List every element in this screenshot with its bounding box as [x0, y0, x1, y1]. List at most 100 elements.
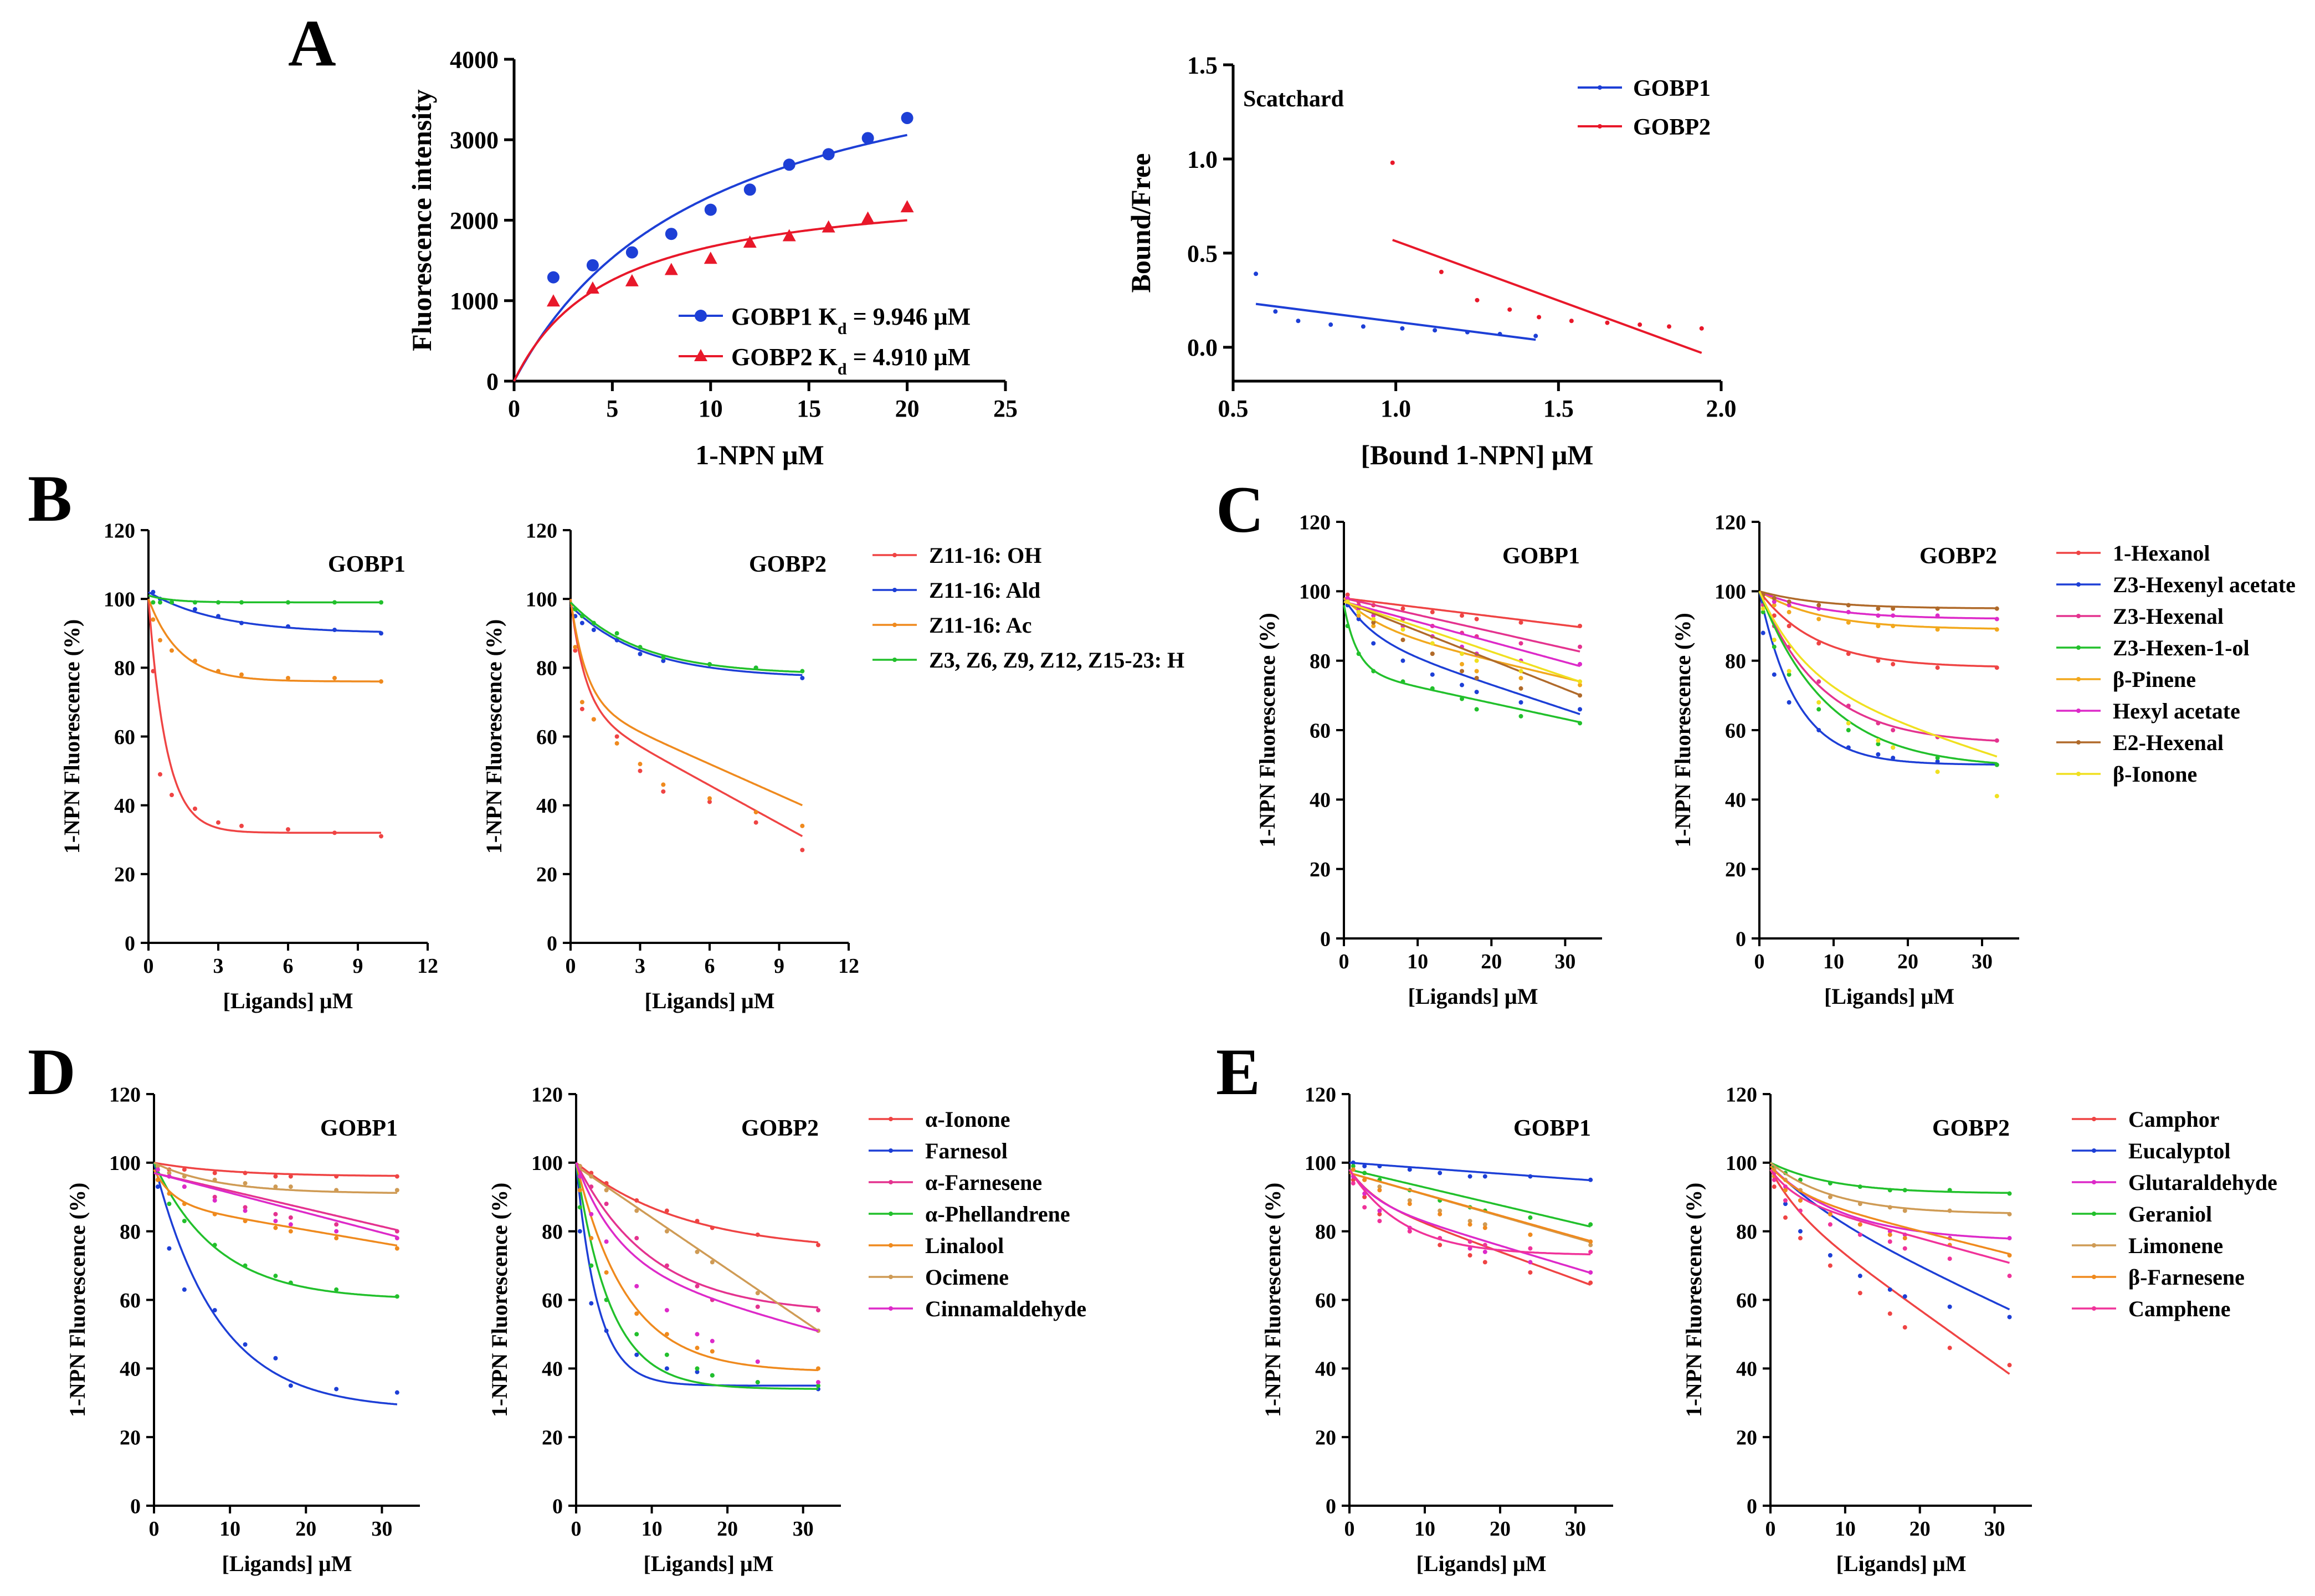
x-tick-label: 9: [353, 954, 363, 978]
legend-label-value: = 4.910 μM: [847, 343, 971, 371]
data-point: [1902, 1246, 1907, 1251]
data-point: [1430, 641, 1435, 646]
data-point: [707, 796, 712, 801]
data-point: [1482, 1260, 1487, 1265]
y-tick-label: 0: [1326, 1495, 1336, 1518]
data-point: [1482, 1249, 1487, 1254]
y-tick-label: 3000: [450, 127, 499, 154]
data-point: [1891, 624, 1896, 628]
data-point: [1377, 1212, 1382, 1217]
y-tick-label: 100: [1726, 1152, 1757, 1175]
series-4: [153, 1169, 399, 1251]
series-5: [1769, 1165, 2012, 1258]
legend-label: Camphor: [2128, 1107, 2219, 1132]
data-point: [816, 1383, 821, 1388]
x-axis-label: [Ligands] μM: [223, 988, 353, 1013]
legend-marker: [2092, 1243, 2096, 1248]
legend-entry: Glutaraldehyde: [2072, 1170, 2277, 1195]
data-point: [1482, 1225, 1487, 1230]
series-gobp2: GOBP2: [1390, 115, 1711, 354]
data-point: [1772, 599, 1777, 604]
data-point: [1947, 1208, 1952, 1213]
data-point: [1518, 676, 1523, 680]
data-point: [288, 1174, 293, 1179]
y-axis-label: 1-NPN Fluorescence (%): [1255, 613, 1280, 848]
data-point: [695, 1332, 700, 1337]
data-point: [1935, 769, 1940, 774]
data-point: [2007, 1212, 2012, 1217]
data-point: [1857, 1184, 1862, 1189]
data-point: [1772, 1177, 1777, 1182]
series-gobp1: GOBP1: [1254, 76, 1711, 341]
data-point: [1430, 672, 1435, 677]
data-point: [661, 782, 666, 787]
data-point: [2007, 1315, 2012, 1320]
data-point: [332, 600, 337, 605]
legend-marker: [2076, 740, 2081, 745]
series-3: [569, 602, 805, 674]
y-tick-label: 0: [130, 1495, 141, 1518]
fit-curve: [1758, 591, 1997, 668]
data-point: [1474, 669, 1479, 674]
series-gobp2: [513, 200, 914, 382]
y-tick-label: 40: [1736, 1358, 1757, 1381]
fit-curve: [153, 1162, 397, 1194]
fit-curve: [1348, 1169, 1591, 1286]
data-point: [664, 263, 678, 275]
x-tick-label: 30: [1554, 950, 1575, 973]
fit-curve: [1349, 1172, 1591, 1242]
data-point: [589, 1212, 594, 1217]
legend-entry: Camphor: [2072, 1107, 2219, 1132]
legend-entry: Z3-Hexenyl acetate: [2056, 572, 2296, 597]
data-point: [1816, 679, 1821, 684]
y-tick-label: 80: [1315, 1220, 1336, 1244]
data-point: [1857, 1232, 1862, 1237]
data-point: [1994, 794, 1999, 799]
y-tick-label: 100: [104, 588, 135, 611]
panel-letter-d: D: [28, 1035, 76, 1109]
data-point: [1891, 613, 1896, 618]
data-point: [1816, 603, 1821, 608]
fit-curve: [153, 1162, 398, 1405]
series-7: [1758, 591, 1999, 799]
legend-label: Z3-Hexenyl acetate: [2113, 572, 2296, 597]
x-tick-label: 20: [295, 1517, 316, 1541]
data-point: [1816, 641, 1821, 646]
data-point: [1438, 1208, 1443, 1213]
fit-curve: [1758, 591, 1998, 758]
data-point: [2007, 1274, 2012, 1279]
data-point: [822, 220, 835, 233]
data-point: [1772, 603, 1777, 608]
data-point: [394, 1174, 399, 1179]
legend-label: Glutaraldehyde: [2128, 1170, 2277, 1195]
data-point: [1887, 1311, 1892, 1316]
y-tick-label: 120: [526, 519, 557, 542]
series-5: [575, 1164, 821, 1333]
x-tick-label: 3: [635, 954, 645, 978]
y-tick-label: 120: [109, 1083, 141, 1106]
data-point: [1857, 1274, 1862, 1279]
data-point: [379, 834, 383, 839]
data-point: [273, 1212, 278, 1217]
legend-entry: β-Farnesene: [2072, 1265, 2245, 1290]
x-tick-label: 0: [149, 1517, 160, 1541]
legend-label: Z11-16: Ald: [929, 578, 1040, 603]
y-tick-label: 4000: [450, 46, 499, 73]
series-0: [153, 1162, 399, 1179]
data-point: [634, 1352, 639, 1357]
fit-curve: [1769, 1169, 2010, 1264]
data-point: [822, 148, 835, 161]
fit-curve: [1343, 601, 1580, 683]
y-tick-label: 120: [1715, 511, 1746, 534]
x-tick-label: 30: [1565, 1517, 1586, 1541]
data-point: [216, 669, 220, 674]
data-point: [664, 1229, 669, 1234]
legend-marker: [2076, 645, 2081, 650]
y-tick-label: 80: [114, 657, 135, 680]
legend-marker: [889, 1243, 893, 1248]
fit-curve: [147, 598, 381, 682]
data-point: [155, 1177, 160, 1182]
legend-label: β-Ionone: [2113, 762, 2197, 787]
y-tick-label: 1000: [450, 288, 499, 315]
data-point: [1699, 326, 1704, 331]
